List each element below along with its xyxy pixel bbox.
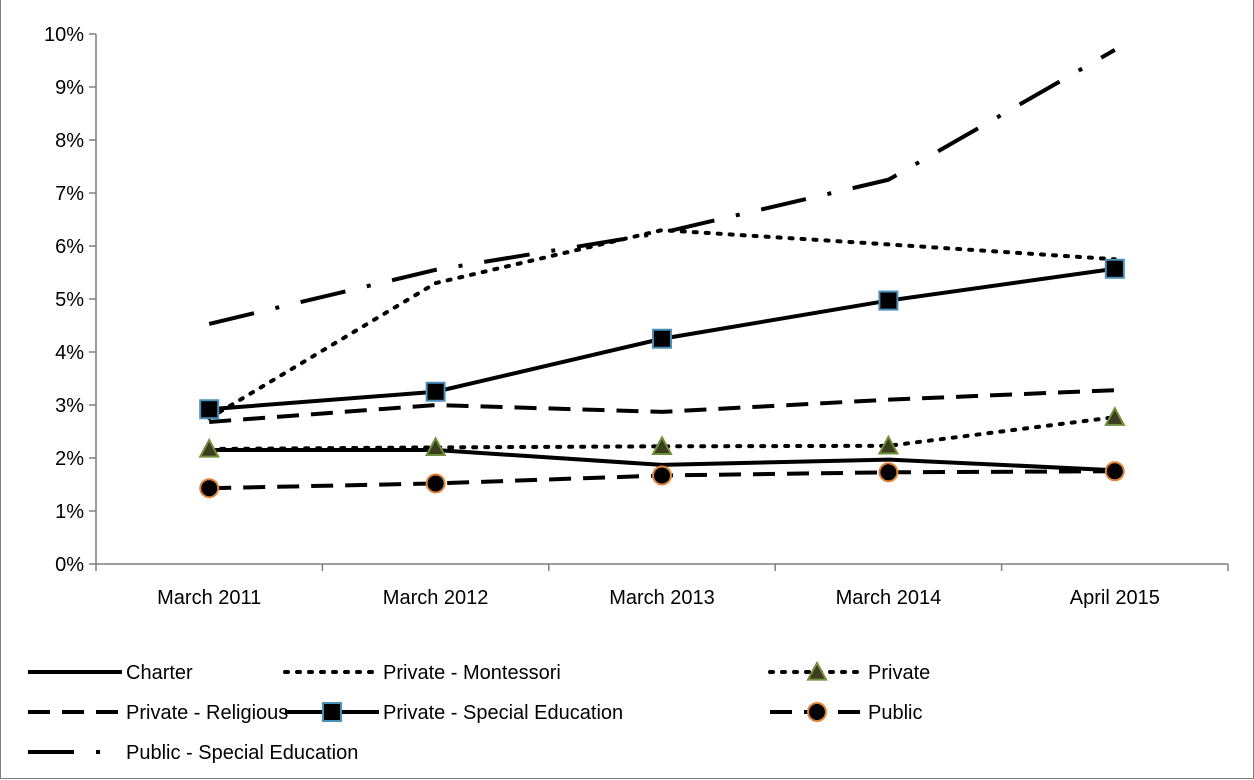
- y-tick-label: 8%: [55, 130, 84, 152]
- y-tick-label: 2%: [55, 448, 84, 470]
- x-tick-label: March 2014: [836, 587, 942, 609]
- legend: Charter Private - Montessori Private Privat…: [28, 660, 930, 764]
- y-tick-label: 6%: [55, 236, 84, 258]
- legend-marker: [322, 702, 342, 722]
- legend-item: Charter: [28, 662, 193, 684]
- legend-item: Private - Montessori: [283, 662, 561, 684]
- series-public-special-education: [208, 48, 1116, 326]
- series-private-special-education: [199, 258, 1125, 420]
- series-public: [199, 461, 1125, 499]
- data-point-marker: [424, 436, 447, 457]
- data-point-marker: [1104, 258, 1125, 279]
- data-point-marker: [1104, 406, 1126, 426]
- data-point-marker: [425, 473, 446, 494]
- y-tick-label: 1%: [55, 501, 84, 523]
- series-line: [209, 388, 1115, 424]
- legend-label: Private: [868, 662, 930, 684]
- data-point-marker: [651, 435, 673, 455]
- series-layer: [198, 48, 1126, 499]
- x-tick-label: March 2013: [609, 587, 715, 609]
- legend-marker: [807, 702, 827, 722]
- series-private: [198, 406, 1126, 458]
- series-private-montessori: [207, 228, 1117, 421]
- axes: 0% 1% 2% 3% 4% 5% 6% 7% 8% 9% 10% March 2011 March 2…: [44, 24, 1229, 609]
- data-point-marker: [198, 437, 220, 458]
- data-point-marker: [878, 462, 899, 483]
- y-tick-label: 5%: [55, 289, 84, 311]
- legend-label: Private - Montessori: [383, 662, 561, 684]
- series-line: [208, 48, 1116, 326]
- data-point-marker: [199, 399, 220, 420]
- legend-label: Charter: [126, 662, 193, 684]
- legend-label: Public - Special Education: [126, 742, 358, 764]
- y-tick-label: 3%: [55, 395, 84, 417]
- series-line: [209, 448, 1115, 473]
- legend-label: Public: [868, 702, 922, 724]
- y-tick-label: 0%: [55, 554, 84, 576]
- series-line: [207, 415, 1117, 451]
- data-point-marker: [652, 465, 672, 486]
- data-point-marker: [877, 434, 900, 455]
- series-line: [207, 228, 1117, 421]
- legend-marker: [806, 660, 828, 681]
- y-tick-label: 10%: [44, 24, 84, 46]
- legend-item: Public - Special Education: [28, 742, 358, 764]
- y-tick-label: 4%: [55, 342, 84, 364]
- data-point-marker: [652, 328, 672, 349]
- data-point-marker: [425, 381, 446, 402]
- data-point-marker: [878, 290, 899, 311]
- series-private-religious: [209, 388, 1115, 424]
- legend-item: Private - Religious: [28, 702, 288, 724]
- series-charter: [209, 448, 1115, 473]
- legend-item: Public: [770, 702, 922, 724]
- x-tick-label: March 2012: [383, 587, 489, 609]
- legend-label: Private - Special Education: [383, 702, 623, 724]
- legend-label: Private - Religious: [126, 702, 288, 724]
- data-point-marker: [1104, 461, 1125, 482]
- legend-item: Private: [768, 660, 930, 684]
- x-tick-label: April 2015: [1070, 587, 1160, 609]
- data-point-marker: [199, 478, 220, 499]
- x-tick-label: March 2011: [157, 587, 261, 609]
- y-tick-label: 7%: [55, 183, 84, 205]
- legend-item: Private - Special Education: [285, 702, 623, 724]
- y-tick-label: 9%: [55, 77, 84, 99]
